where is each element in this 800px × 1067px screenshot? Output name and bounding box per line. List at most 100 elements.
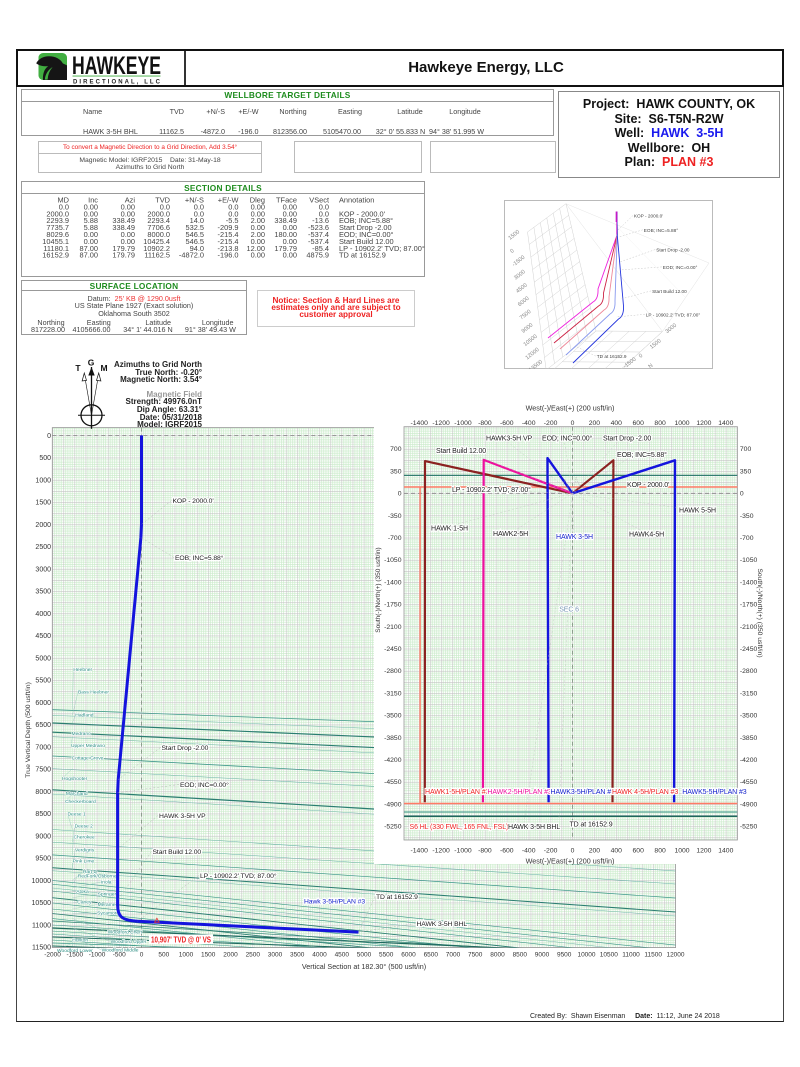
- svg-text:0.00: 0.00: [283, 202, 297, 211]
- svg-text:TD at 16152.9: TD at 16152.9: [570, 821, 613, 828]
- svg-text:0.00: 0.00: [84, 237, 98, 246]
- svg-text:0.00: 0.00: [251, 237, 265, 246]
- svg-text:0.00: 0.00: [84, 209, 98, 218]
- svg-text:-1000: -1000: [89, 952, 106, 959]
- svg-text:Medrano: Medrano: [72, 731, 92, 737]
- svg-text:0: 0: [47, 433, 51, 440]
- svg-text:G: G: [88, 358, 95, 368]
- svg-text:5000: 5000: [35, 655, 51, 662]
- svg-text:-1000: -1000: [454, 848, 472, 855]
- svg-text:0: 0: [140, 952, 144, 959]
- svg-text:0.0: 0.0: [319, 202, 329, 211]
- svg-text:9000: 9000: [535, 952, 550, 959]
- svg-text:Vertical Section at 182.30° (5: Vertical Section at 182.30° (500 usft/in…: [302, 962, 426, 971]
- svg-text:Upper Medrano: Upper Medrano: [71, 743, 105, 749]
- svg-text:338.49: 338.49: [112, 223, 135, 232]
- svg-text:-2450: -2450: [740, 646, 758, 653]
- svg-text:-13.6: -13.6: [312, 216, 329, 225]
- svg-text:2000: 2000: [35, 522, 51, 529]
- svg-text:-800: -800: [478, 848, 492, 855]
- svg-text:6500: 6500: [424, 952, 439, 959]
- svg-text:-2800: -2800: [384, 668, 402, 675]
- svg-text:2000.0: 2000.0: [147, 209, 170, 218]
- svg-text:11500: 11500: [644, 952, 662, 959]
- svg-text:10902.2: 10902.2: [143, 244, 170, 253]
- svg-text:HAWK4-5H: HAWK4-5H: [629, 532, 664, 539]
- svg-text:KOP - 2000.0': KOP - 2000.0': [173, 498, 214, 505]
- svg-text:TVD: TVD: [155, 196, 170, 205]
- svg-text:HAWK 3-5H BHL: HAWK 3-5H BHL: [417, 921, 468, 928]
- svg-text:2293.4: 2293.4: [147, 216, 170, 225]
- svg-text:-1200: -1200: [432, 848, 450, 855]
- svg-text:Start Drop -2.00: Start Drop -2.00: [162, 745, 209, 752]
- svg-text:TFace: TFace: [276, 196, 297, 205]
- svg-text:EOD; INC=0.00°: EOD; INC=0.00°: [180, 781, 229, 789]
- svg-text:12000: 12000: [666, 952, 684, 959]
- svg-text:-537.4: -537.4: [308, 237, 329, 246]
- svg-text:Caney: Caney: [77, 900, 92, 906]
- svg-text:0: 0: [740, 491, 744, 498]
- svg-text:HAWK2-5H/PLAN #3: HAWK2-5H/PLAN #3: [487, 789, 551, 796]
- svg-text:S6 HL (330 FWL, 165 FNL, FSL): S6 HL (330 FWL, 165 FNL, FSL): [410, 824, 509, 831]
- svg-text:1200: 1200: [696, 420, 711, 427]
- svg-text:6000: 6000: [35, 700, 51, 707]
- svg-text:Dleg: Dleg: [250, 196, 265, 205]
- svg-text:11000: 11000: [32, 922, 51, 929]
- svg-text:10455.1: 10455.1: [42, 237, 69, 246]
- svg-text:-5250: -5250: [384, 824, 402, 831]
- svg-text:+E/-W: +E/-W: [218, 196, 239, 205]
- svg-text:350: 350: [390, 468, 402, 475]
- svg-text:-2000: -2000: [44, 952, 61, 959]
- svg-text:MD: MD: [58, 196, 70, 205]
- svg-text:EOD; INC=0.00°: EOD; INC=0.00°: [542, 434, 593, 442]
- svg-text:M: M: [100, 363, 107, 373]
- svg-text:-213.8: -213.8: [218, 244, 239, 253]
- svg-text:16152.9: 16152.9: [42, 251, 69, 260]
- svg-text:West(-)/East(+) (200 usft/in): West(-)/East(+) (200 usft/in): [526, 857, 615, 866]
- svg-text:-3150: -3150: [384, 690, 402, 697]
- svg-text:-2450: -2450: [384, 646, 402, 653]
- svg-text:3500: 3500: [35, 589, 51, 596]
- svg-text:800: 800: [654, 848, 666, 855]
- svg-text:-200: -200: [544, 848, 558, 855]
- svg-text:10500: 10500: [600, 952, 618, 959]
- svg-text:0.0: 0.0: [319, 209, 329, 218]
- svg-text:546.5: 546.5: [186, 237, 205, 246]
- svg-text:87.00: 87.00: [80, 244, 99, 253]
- svg-text:1000: 1000: [35, 477, 51, 484]
- svg-text:8500: 8500: [513, 952, 528, 959]
- svg-text:Inc: Inc: [88, 196, 98, 205]
- svg-text:1000: 1000: [179, 952, 194, 959]
- svg-text:7500: 7500: [35, 767, 51, 774]
- svg-text:0.00: 0.00: [251, 202, 265, 211]
- svg-text:2.00: 2.00: [251, 216, 265, 225]
- svg-text:2293.9: 2293.9: [46, 216, 69, 225]
- svg-text:-400: -400: [522, 848, 536, 855]
- svg-text:HAWK2-5H: HAWK2-5H: [493, 531, 528, 538]
- svg-text:-400: -400: [522, 420, 536, 427]
- svg-text:-1750: -1750: [384, 602, 402, 609]
- svg-text:11500: 11500: [32, 945, 51, 952]
- svg-text:600: 600: [633, 420, 645, 427]
- svg-text:KOP - 2000.0': KOP - 2000.0': [339, 209, 386, 218]
- svg-text:Cherokee: Cherokee: [74, 835, 95, 841]
- svg-text:1000: 1000: [674, 848, 689, 855]
- svg-text:0.00: 0.00: [251, 209, 265, 218]
- svg-text:-523.6: -523.6: [308, 223, 329, 232]
- svg-text:1400: 1400: [718, 848, 733, 855]
- svg-text:0: 0: [571, 848, 575, 855]
- svg-text:4500: 4500: [335, 952, 350, 959]
- svg-text:HAWK5-5H/PLAN #3: HAWK5-5H/PLAN #3: [682, 789, 746, 796]
- svg-text:179.79: 179.79: [274, 244, 297, 253]
- svg-text:-3850: -3850: [740, 735, 758, 742]
- svg-text:Woodford Lower: Woodford Lower: [57, 948, 93, 954]
- svg-text:8500: 8500: [35, 811, 51, 818]
- svg-text:8000: 8000: [490, 952, 505, 959]
- svg-text:-1200: -1200: [432, 420, 450, 427]
- svg-text:5500: 5500: [35, 678, 51, 685]
- svg-text:0.00: 0.00: [251, 223, 265, 232]
- svg-text:0.00: 0.00: [84, 202, 98, 211]
- svg-text:Atoka: Atoka: [76, 889, 89, 895]
- svg-text:7000: 7000: [35, 744, 51, 751]
- svg-text:1000: 1000: [674, 420, 689, 427]
